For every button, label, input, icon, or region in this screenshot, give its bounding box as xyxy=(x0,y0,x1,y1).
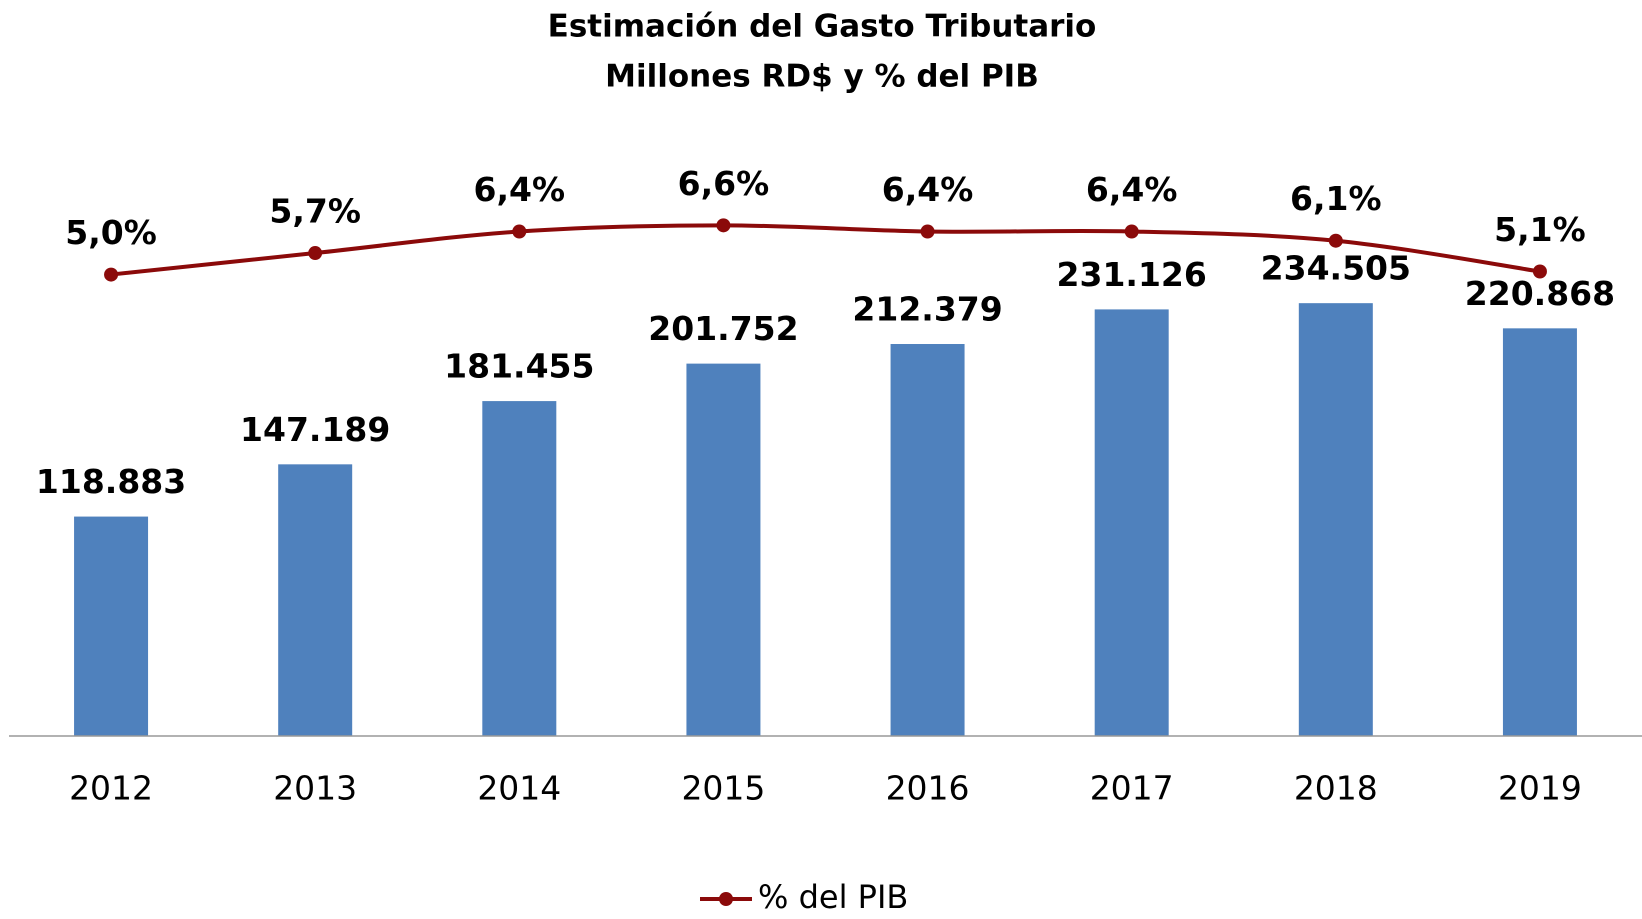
data-label: 220.868 xyxy=(1465,274,1615,313)
data-label: 234.505 xyxy=(1261,249,1411,288)
x-tick-label: 2012 xyxy=(69,769,153,808)
data-label: 212.379 xyxy=(852,290,1002,329)
bar xyxy=(278,464,353,736)
data-label: 5,0% xyxy=(65,213,157,252)
line-marker xyxy=(920,224,935,239)
data-label: 5,7% xyxy=(269,192,361,231)
x-tick-label: 2017 xyxy=(1090,769,1174,808)
data-label: 6,4% xyxy=(882,170,974,209)
data-label: 6,4% xyxy=(474,170,566,209)
legend-label: % del PIB xyxy=(758,878,908,916)
x-tick-label: 2016 xyxy=(886,769,970,808)
line-marker xyxy=(1124,224,1139,239)
bar xyxy=(686,363,761,736)
bar xyxy=(482,401,557,736)
line-marker xyxy=(104,267,119,282)
x-tick-label: 2015 xyxy=(681,769,765,808)
bar xyxy=(1094,309,1169,736)
line-marker xyxy=(1532,264,1547,279)
data-label: 231.126 xyxy=(1057,255,1207,294)
data-label: 147.189 xyxy=(240,410,390,449)
data-label: 201.752 xyxy=(648,309,798,348)
data-label: 118.883 xyxy=(36,462,186,501)
bar xyxy=(1502,328,1577,736)
bar xyxy=(74,516,149,736)
chart-subtitle: Millones RD$ y % del PIB xyxy=(605,59,1039,95)
x-tick-label: 2013 xyxy=(273,769,357,808)
legend-marker xyxy=(719,892,733,906)
line-marker xyxy=(308,246,323,261)
x-tick-label: 2019 xyxy=(1498,769,1582,808)
x-tick-label: 2014 xyxy=(477,769,561,808)
line-marker xyxy=(1328,233,1343,248)
data-label: 5,1% xyxy=(1494,210,1586,249)
data-label: 6,4% xyxy=(1086,170,1178,209)
line-marker xyxy=(716,218,731,233)
data-label: 6,1% xyxy=(1290,179,1382,218)
chart-title: Estimación del Gasto Tributario xyxy=(548,9,1097,45)
data-label: 6,6% xyxy=(678,164,770,203)
bar xyxy=(890,344,965,736)
bar xyxy=(1298,303,1373,736)
data-label: 181.455 xyxy=(444,347,594,386)
line xyxy=(110,223,1541,277)
line-marker xyxy=(512,224,527,239)
x-tick-label: 2018 xyxy=(1294,769,1378,808)
